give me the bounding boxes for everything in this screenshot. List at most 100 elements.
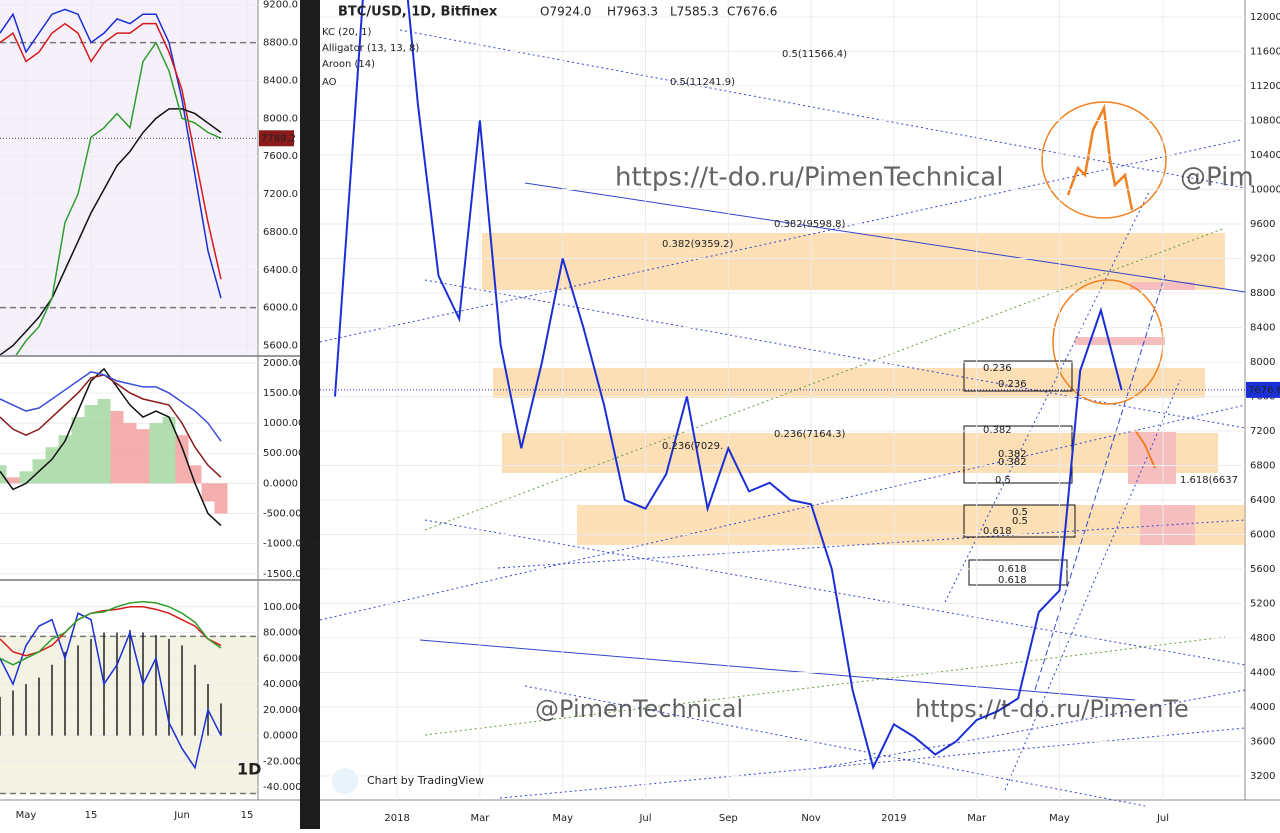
x-tick-label: Nov [801,813,821,824]
bar [58,435,72,484]
y-tick-label: 8400.0 [263,75,298,86]
x-tick-label: 2018 [384,813,409,824]
series-line [0,22,222,280]
y-tick-label: 7200 [1250,426,1275,437]
x-tick-label: May [552,813,573,824]
annotation: 0.618 [998,564,1027,575]
annotation: 0.5 [1012,507,1028,518]
y-tick-label: 60.0000 [263,653,304,664]
y-tick-label: 10000 [1250,184,1280,195]
annotation: 0.236 [983,363,1012,374]
trendline [1004,379,1181,791]
watermark: https://t-do.ru/PimenTechnical [615,163,1003,193]
y-tick-label: -20.0000 [263,756,308,767]
x-tick-label: Jul [638,813,651,824]
trendline [424,636,1226,736]
annotation: 0.236(7029. [662,441,723,452]
watermark: https://t-do.ru/PimenTe [915,695,1189,723]
bar [84,405,98,484]
series-line [0,371,222,442]
bar [45,447,59,484]
box [963,504,1076,538]
y-tick-label: -1500.0000 [263,569,321,580]
x-tick-label: Jun [173,810,190,821]
annotation: 0.382(9598.8) [774,219,846,230]
series-line [0,108,222,355]
y-tick-label: 3600 [1250,737,1275,748]
y-tick-label: 10400 [1250,150,1280,161]
x-tick-label: May [16,810,37,821]
y-tick-label: 5200 [1250,599,1275,610]
x-tick-label: 15 [85,810,98,821]
series-line [15,41,222,355]
logo [332,768,358,794]
series-line [0,600,222,666]
circle [1041,101,1167,219]
scribble [1066,103,1134,211]
bar [71,417,85,484]
ohlc-label: C7676.6 [727,5,777,19]
x-tick-label: May [1049,813,1070,824]
timeframe: 1D [237,760,261,779]
ohlc-label: L7585.3 [670,5,719,19]
y-tick-label: 8400 [1250,323,1275,334]
y-tick-label: 12000 [1250,12,1280,23]
y-tick-label: 8800.0 [263,38,298,49]
series-line [0,374,222,478]
y-tick-label: 100.0000 [263,602,311,613]
bar [175,435,189,484]
plot [0,362,258,575]
y-tick-label: 5600.0 [263,341,298,352]
plot [0,600,258,795]
y-tick-label: 3200 [1250,771,1275,782]
bar [162,417,176,484]
indicator-label: Alligator (13, 13, 8) [322,43,419,54]
annotation: 0.236 [998,379,1027,390]
indicator-label: Aroon (14) [322,59,375,70]
y-tick-label: 7600.0 [263,151,298,162]
zone [502,433,1218,473]
annotation: 0.618 [983,526,1012,537]
panel-bg [0,636,258,794]
credit-text: Chart by TradingView [367,774,484,787]
annotation: 0.382(9359.2) [662,239,734,250]
y-tick-label: 9600 [1250,219,1275,230]
zone [1128,432,1176,484]
bar [0,465,7,484]
y-tick-label: -500.0000 [263,509,314,520]
x-tick-label: Jul [1156,813,1169,824]
trendline [944,189,1151,603]
bar [188,465,202,484]
y-tick-label: 8000 [1250,357,1275,368]
box [968,559,1068,586]
credit: Chart by TradingView [332,768,484,794]
y-tick-label: 6000.0 [263,303,298,314]
title: BTC/USD, 1D, Bitfinex [338,5,498,20]
watermark: @PimenTechnical [535,695,743,723]
y-tick-label: 0.0000 [263,478,298,489]
bar [149,423,163,484]
annotation: 0.5 [995,475,1011,486]
watermark: @Pim [1180,163,1254,193]
arrow [1134,429,1156,469]
box [963,360,1073,392]
annotation: 0.5 [1012,516,1028,527]
bar [123,423,137,484]
x-tick-label: Mar [967,813,987,824]
annotation: 0.382 [983,425,1012,436]
price-tag [1246,381,1280,398]
bar [19,471,33,484]
x-tick-label: Mar [470,813,490,824]
annotation: 1.618(6637 [1180,475,1238,486]
y-tick-label: 1000.0000 [263,418,317,429]
trendline [524,685,1146,807]
x-tick-label: 15 [241,810,254,821]
ohlc-label: O7924.0 [540,5,591,19]
y-tick-label: 6800 [1250,461,1275,472]
bar [136,429,150,484]
annotation: 0.236(7164.3) [774,429,846,440]
zone [577,505,1245,545]
price-label: 7676.6 [1248,385,1280,396]
plot [0,0,258,355]
y-tick-label: 6800.0 [263,227,298,238]
